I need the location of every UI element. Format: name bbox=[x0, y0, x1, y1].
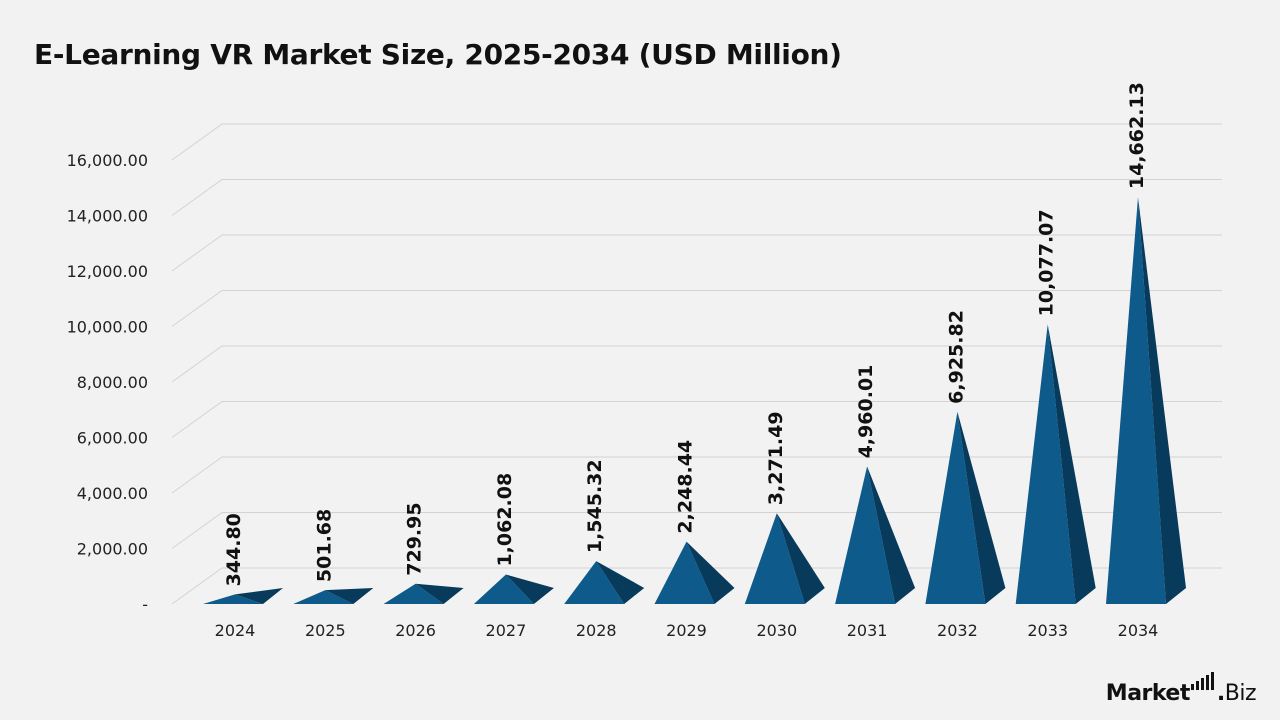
data-label: 4,960.01 bbox=[855, 365, 877, 459]
data-label: 10,077.07 bbox=[1036, 209, 1058, 316]
chart-title: E-Learning VR Market Size, 2025-2034 (US… bbox=[34, 38, 842, 71]
gridline bbox=[171, 456, 1222, 494]
pyramid-bar-front bbox=[473, 574, 534, 604]
x-tick-label: 2027 bbox=[486, 621, 527, 640]
pyramid-bar-side bbox=[505, 574, 554, 604]
x-tick-label: 2034 bbox=[1118, 621, 1159, 640]
pyramid-bar-side bbox=[686, 541, 735, 604]
y-tick-label: - bbox=[142, 595, 148, 614]
bar-chart-icon bbox=[1190, 672, 1216, 690]
brand-logo: Market . Biz bbox=[1105, 672, 1257, 706]
x-tick-label: 2032 bbox=[937, 621, 978, 640]
pyramid-bar-side bbox=[867, 466, 916, 604]
pyramid-bar-side bbox=[1138, 197, 1186, 604]
pyramid-bar-side bbox=[415, 583, 464, 604]
pyramid-bar-side bbox=[776, 513, 825, 604]
brand-dot: . bbox=[1216, 681, 1225, 706]
pyramid-bar-front bbox=[293, 590, 354, 604]
y-tick-label: 14,000.00 bbox=[67, 207, 148, 226]
x-tick-label: 2029 bbox=[666, 621, 707, 640]
pyramid-bar-side bbox=[325, 588, 374, 604]
data-label: 344.80 bbox=[223, 513, 245, 586]
pyramid-bar-front bbox=[744, 513, 805, 604]
pyramid-bar-front bbox=[925, 411, 986, 604]
brand-name-bold: Market bbox=[1105, 681, 1191, 706]
x-tick-label: 2025 bbox=[305, 621, 346, 640]
x-tick-label: 2024 bbox=[215, 621, 256, 640]
y-tick-label: 8,000.00 bbox=[77, 373, 148, 392]
pyramid-bar-front bbox=[835, 466, 896, 604]
data-label: 2,248.44 bbox=[675, 440, 697, 534]
data-label: 1,062.08 bbox=[494, 473, 516, 567]
pyramid-bar-side bbox=[235, 588, 283, 604]
pyramid-bar-front bbox=[1015, 324, 1076, 604]
y-tick-label: 6,000.00 bbox=[77, 429, 148, 448]
pyramid-bar-side bbox=[596, 561, 645, 604]
pyramid-bar-side bbox=[957, 411, 1006, 604]
data-label: 729.95 bbox=[404, 502, 426, 575]
data-label: 501.68 bbox=[313, 509, 335, 582]
y-tick-label: 4,000.00 bbox=[77, 484, 148, 503]
gridlines bbox=[171, 123, 1222, 605]
pyramid-bars bbox=[203, 197, 1186, 604]
pyramid-bar-front bbox=[654, 541, 715, 604]
gridline bbox=[171, 179, 1222, 216]
pyramid-bar-side bbox=[1047, 324, 1096, 604]
y-tick-label: 16,000.00 bbox=[67, 151, 148, 170]
y-tick-label: 2,000.00 bbox=[77, 540, 148, 559]
data-label: 3,271.49 bbox=[765, 411, 787, 505]
pyramid-bar-front bbox=[1106, 197, 1166, 604]
y-axis-ticks: - 2,000.00 4,000.00 6,000.00 8,000.00 10,000.… bbox=[67, 151, 148, 614]
gridline bbox=[171, 290, 1222, 327]
gridline bbox=[171, 234, 1222, 272]
gridline bbox=[171, 123, 1222, 161]
gridline bbox=[171, 512, 1222, 549]
pyramid-bar-front bbox=[203, 594, 263, 604]
x-tick-label: 2026 bbox=[395, 621, 436, 640]
x-tick-label: 2031 bbox=[847, 621, 888, 640]
y-tick-label: 12,000.00 bbox=[67, 262, 148, 281]
data-label: 14,662.13 bbox=[1126, 82, 1148, 189]
brand-name-light: Biz bbox=[1224, 681, 1257, 706]
gridline bbox=[171, 401, 1222, 438]
x-axis-ticks: 2024 2025 2026 2027 2028 2029 2030 2031 2032 2033… bbox=[215, 621, 1159, 640]
x-tick-label: 2028 bbox=[576, 621, 617, 640]
data-label: 6,925.82 bbox=[945, 310, 967, 404]
x-tick-label: 2030 bbox=[756, 621, 797, 640]
pyramid-bar-front bbox=[564, 561, 625, 604]
data-labels: 344.80 501.68 729.95 1,062.08 1,545.32 2,248.… bbox=[223, 82, 1148, 586]
pyramid-bar-front bbox=[383, 583, 444, 604]
gridline bbox=[171, 345, 1222, 383]
x-tick-label: 2033 bbox=[1027, 621, 1068, 640]
y-tick-label: 10,000.00 bbox=[67, 318, 148, 337]
data-label: 1,545.32 bbox=[584, 459, 606, 553]
